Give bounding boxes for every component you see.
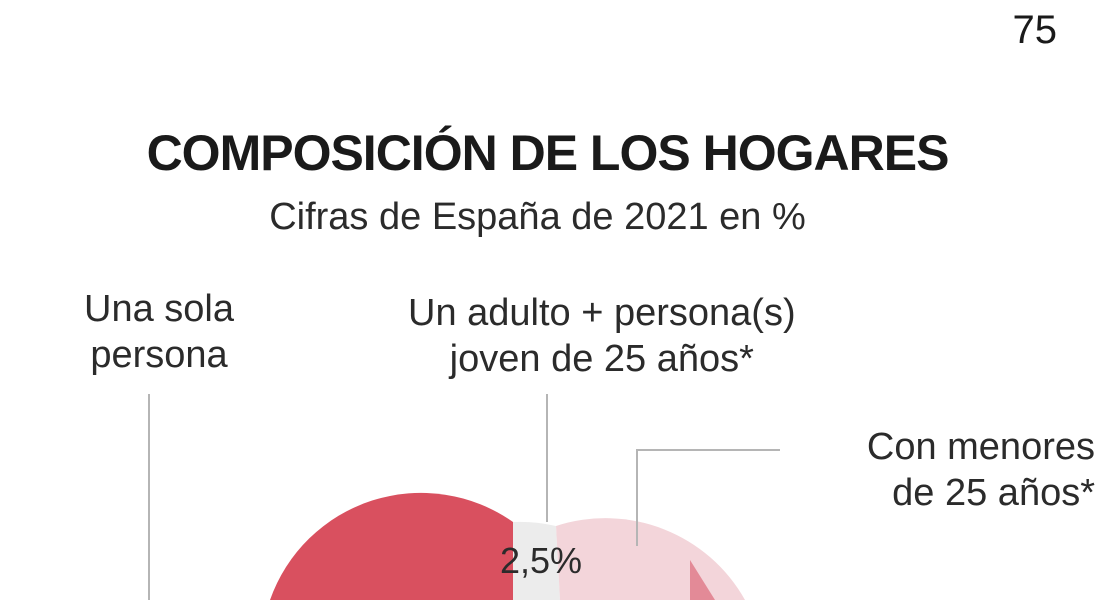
label-con-menores: Con menores de 25 años* <box>866 426 1095 514</box>
pie-slice-una-sola-persona <box>270 492 513 600</box>
pie-slice-un-adulto-joven <box>513 521 560 600</box>
chart-subtitle: Cifras de España de 2021 en % <box>269 196 806 238</box>
pie-slice-partial <box>690 560 715 600</box>
leader-line-con-menores <box>636 449 780 546</box>
label-un-adulto-joven: Un adulto + persona(s) joven de 25 años* <box>408 292 796 380</box>
label-una-sola-persona: Una sola persona <box>84 288 234 376</box>
data-label-un-adulto-joven: 2,5% <box>500 540 583 581</box>
chart-title: COMPOSICIÓN DE LOS HOGARES <box>146 125 950 181</box>
page-number: 75 <box>1012 8 1058 52</box>
pie-slice-con-menores <box>556 518 745 600</box>
